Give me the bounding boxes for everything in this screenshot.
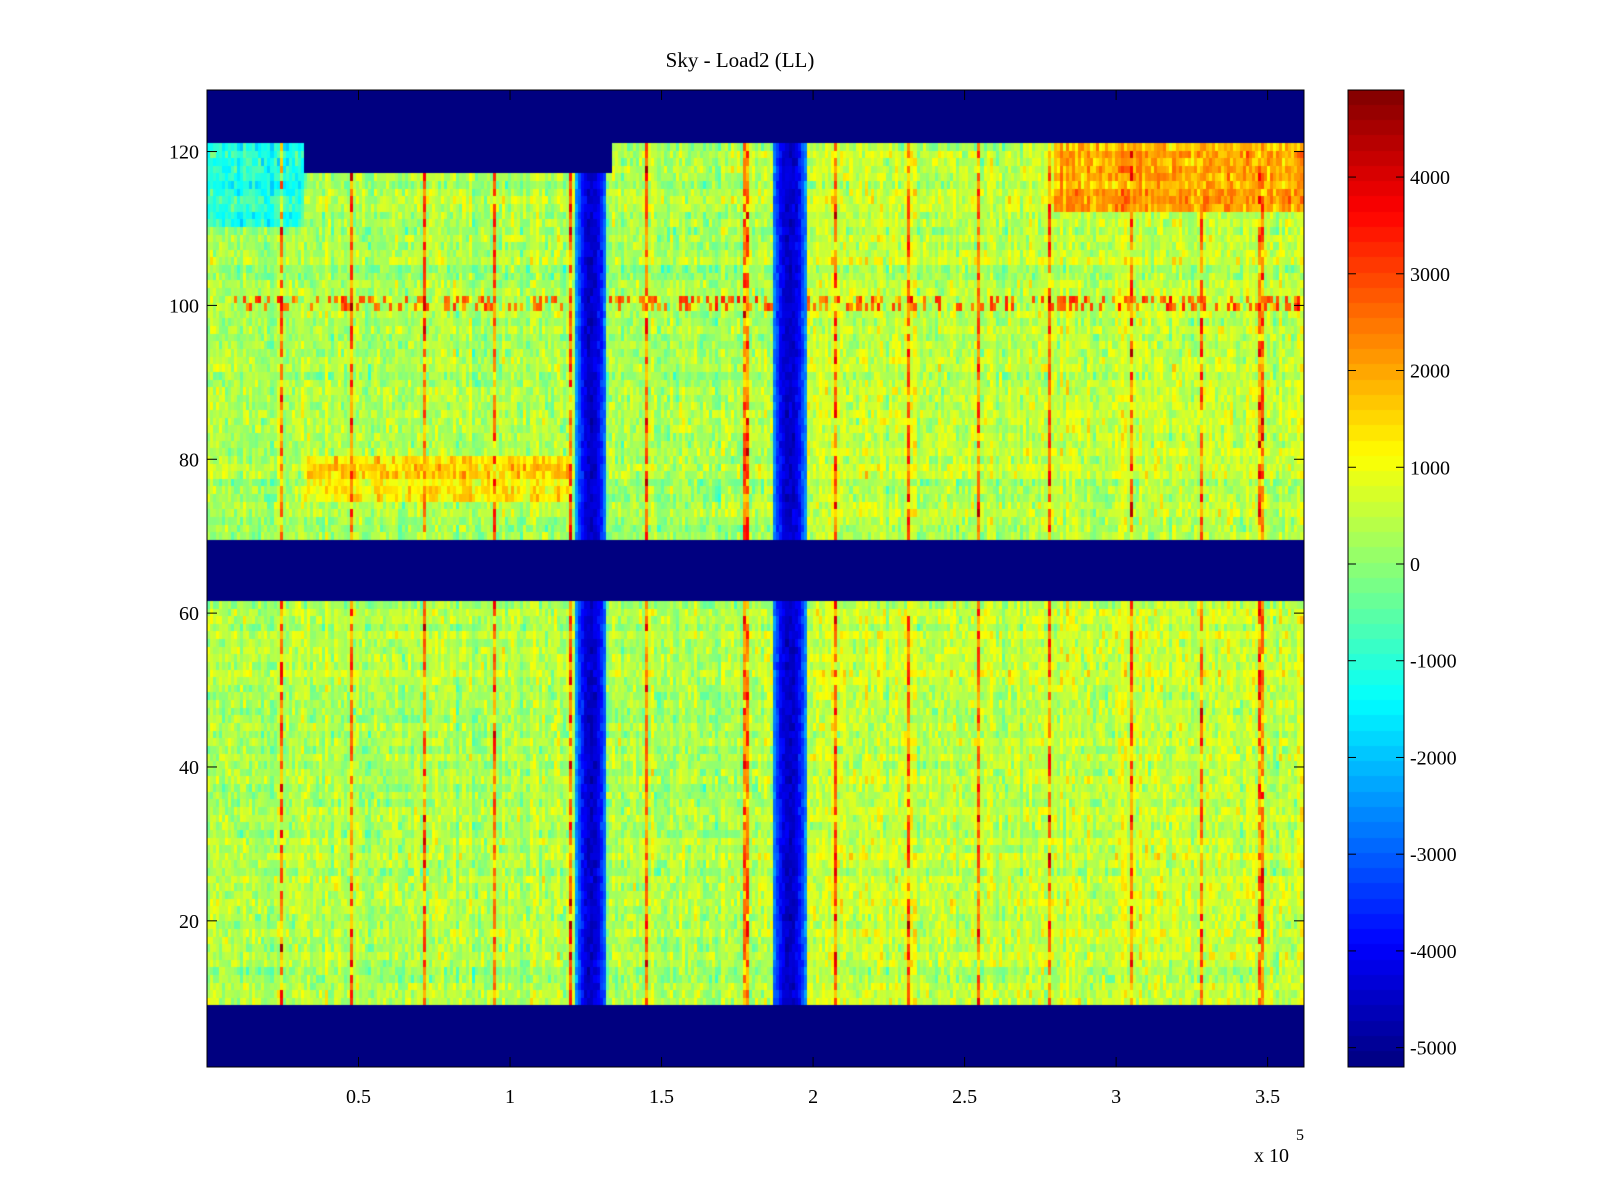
colorbar-tick-label: -5000 (1410, 1038, 1457, 1060)
chart-title: Sky - Load2 (LL) (666, 48, 815, 72)
x-axis: 0.5 1 1.5 2 2.5 3 3.5 (346, 90, 1280, 1108)
x-multiplier-label: x 10 (1254, 1145, 1289, 1167)
colorbar-tick-label: 4000 (1410, 167, 1450, 189)
y-tick-label: 40 (179, 757, 199, 779)
colorbar-gradient (1348, 90, 1404, 1067)
colorbar-tick-label: -3000 (1410, 844, 1457, 866)
colorbar-ticks: 4000 3000 2000 1000 0 -1000 -2000 -3000 -4000 -50… (1348, 167, 1457, 1060)
colorbar-frame (1347, 89, 1405, 1068)
colorbar-tick-label: 2000 (1410, 361, 1450, 383)
colorbar-tick-label: 0 (1410, 554, 1420, 576)
x-tick-label: 3 (1111, 1086, 1121, 1108)
plot-frame (206, 89, 1305, 1068)
colorbar-tick-label: -2000 (1410, 747, 1457, 769)
heatmap-cells (207, 90, 1304, 1067)
heatmap-plot (207, 90, 1304, 1067)
x-tick-label: 2.5 (952, 1086, 977, 1108)
x-tick-label: 2 (808, 1086, 818, 1108)
x-tick-label: 0.5 (346, 1086, 371, 1108)
x-multiplier-exponent: 5 (1296, 1127, 1304, 1144)
y-tick-label: 100 (169, 295, 199, 317)
y-axis: 20 40 60 80 100 120 (169, 142, 1304, 933)
colorbar-tick-label: 3000 (1410, 264, 1450, 286)
colorbar-tick-label: -1000 (1410, 651, 1457, 673)
colorbar-tick-label: -4000 (1410, 941, 1457, 963)
x-tick-label: 3.5 (1255, 1086, 1280, 1108)
colorbar: 4000 3000 2000 1000 0 -1000 -2000 -3000 -4000 -50… (1347, 89, 1457, 1068)
x-tick-label: 1.5 (649, 1086, 674, 1108)
y-tick-label: 60 (179, 603, 199, 625)
colorbar-tick-label: 1000 (1410, 457, 1450, 479)
y-tick-label: 120 (169, 142, 199, 164)
y-tick-label: 80 (179, 449, 199, 471)
x-tick-label: 1 (505, 1086, 515, 1108)
y-tick-label: 20 (179, 911, 199, 933)
